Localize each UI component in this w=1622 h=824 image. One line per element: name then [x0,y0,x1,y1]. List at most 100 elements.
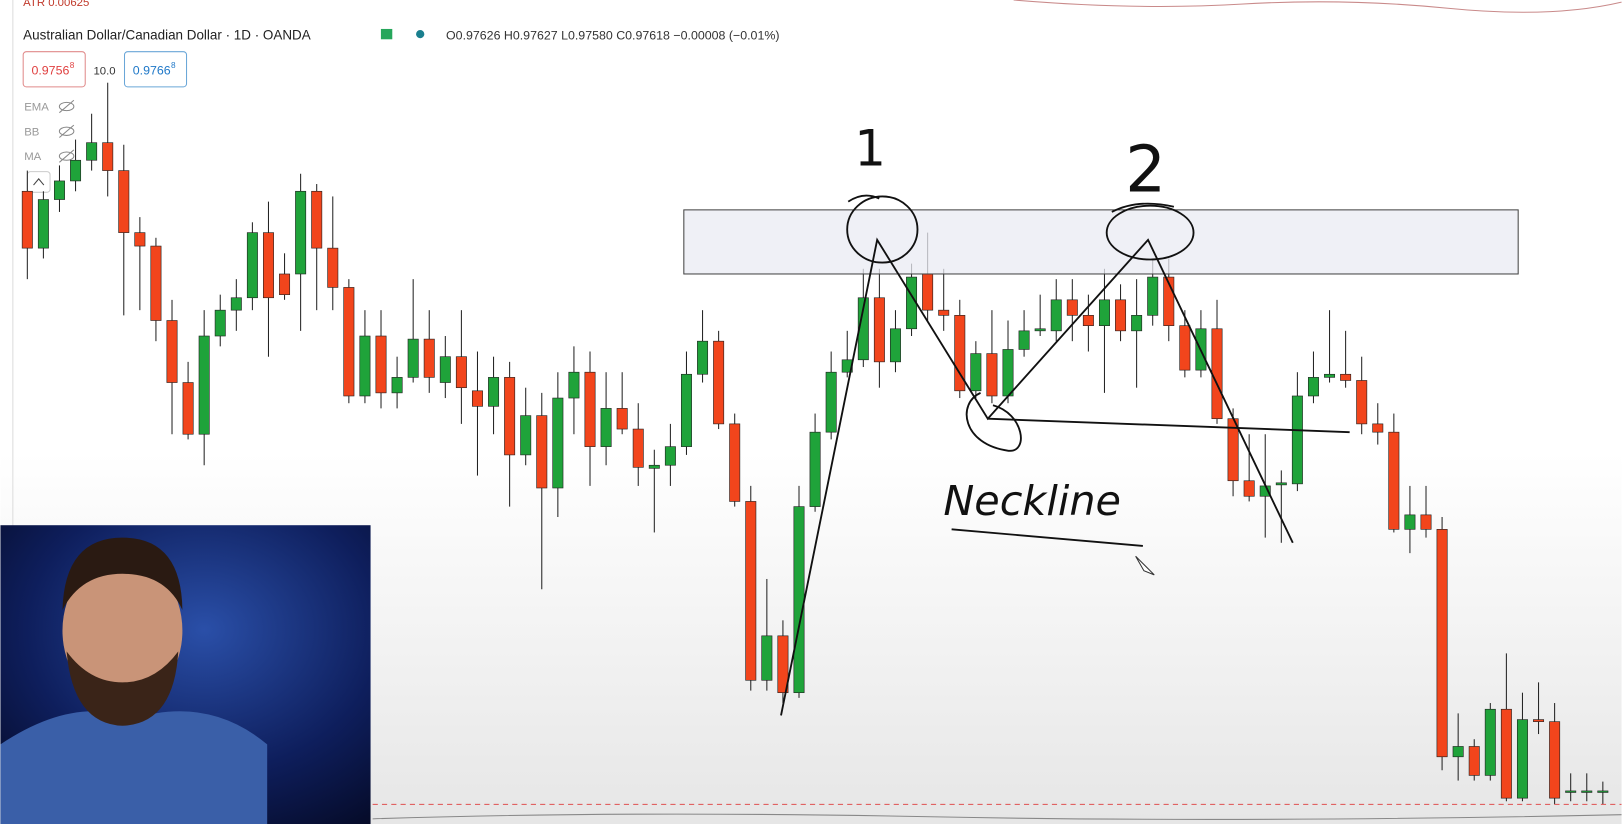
candle-body [343,287,355,397]
candle-body [680,373,692,447]
peak-label: 2 [1125,133,1166,207]
visibility-slash [59,124,75,138]
candle-body [1420,514,1432,530]
indicator-label: EMA [24,102,49,114]
candle-body [1388,431,1400,530]
candle-body [986,353,998,397]
sell-sup: 8 [70,61,75,70]
candle-body [1066,299,1078,316]
candle-body [279,273,291,295]
underline [951,528,1143,547]
candle-body [1372,423,1384,433]
peak-circle [846,195,919,264]
candle-body [1211,328,1223,420]
peak-label: 1 [854,119,886,177]
candle-body [182,382,194,435]
buy-button[interactable] [123,51,188,88]
market-flag [380,28,393,40]
indicator-label: BB [24,126,39,138]
candle-body [1275,482,1287,486]
drawings [780,194,1350,716]
candle-body [1500,708,1512,799]
candle-body [664,446,676,466]
candle-body [970,353,982,392]
candle-body [70,159,82,182]
candle-body [1468,746,1480,776]
candle-body [1340,373,1352,381]
candle-body [1131,315,1143,332]
candle-body [536,415,548,489]
candle-body [938,309,950,316]
candle-body [1484,708,1496,776]
collapse-button[interactable] [26,171,51,193]
candle-body [1307,377,1319,397]
candle-body [600,408,612,447]
candle-body [1291,395,1303,485]
candle-body [1034,328,1046,332]
candle-body [1163,276,1175,326]
atr-line [1013,0,1622,13]
candle-body [327,247,339,288]
candle-body [21,190,33,249]
candle-body [777,635,789,694]
candle-body [166,320,178,383]
candle-body [1436,529,1448,758]
sell-button[interactable] [22,51,86,88]
candle-body [102,142,114,171]
candle-body [793,506,805,694]
spread: 10.0 [93,65,115,77]
buy-price: 0.9766 [133,63,171,77]
candle-body [1243,480,1255,497]
person-beard [66,651,179,726]
candle-body [1404,514,1416,530]
candle-body [1098,299,1110,326]
candle-body [809,431,821,507]
visibility-icon [58,151,75,161]
candle-body [1565,790,1577,793]
candle-body [86,142,98,161]
visibility-slash [59,99,75,114]
candle-body [1179,325,1191,371]
trough-circle [965,392,1022,452]
candle-body [632,428,644,468]
resistance-zone [683,209,1519,275]
candle-body [423,338,435,378]
candle-body [230,297,242,311]
candle-body [1533,719,1545,722]
candle-body [407,338,419,378]
person-shirt [0,711,268,824]
candle-body [1147,276,1159,316]
candle-body [1597,790,1609,793]
candle-body [1050,299,1062,332]
visibility-icon [58,126,75,136]
candle-body [761,635,773,681]
person-face [62,556,183,706]
candle-body [198,335,210,435]
candle-body [1356,380,1368,425]
candle-body [954,315,966,392]
candle-body [118,170,130,233]
candle-body [857,297,869,361]
peak-circle [1105,204,1195,261]
mark [847,194,880,203]
candle-body [214,309,226,337]
indicator-label: MA [24,151,41,163]
candle-body [262,232,274,299]
candle-body [745,501,757,681]
buy-sup: 8 [171,61,176,70]
candle-body [150,245,162,321]
candle-body [568,371,580,399]
candle-body [53,180,65,200]
candle-body [375,335,387,394]
candle-body [1115,299,1127,332]
candle-body [295,190,307,275]
status-dot [416,29,425,39]
visibility-slash [59,149,75,163]
sell-price: 0.9756 [31,63,69,77]
candle-body [825,371,837,433]
candle-body [552,397,564,489]
collapse-icon [33,178,45,186]
symbol-title[interactable]: Australian Dollar/Canadian Dollar · 1D ·… [23,27,311,42]
mark [1111,202,1175,213]
